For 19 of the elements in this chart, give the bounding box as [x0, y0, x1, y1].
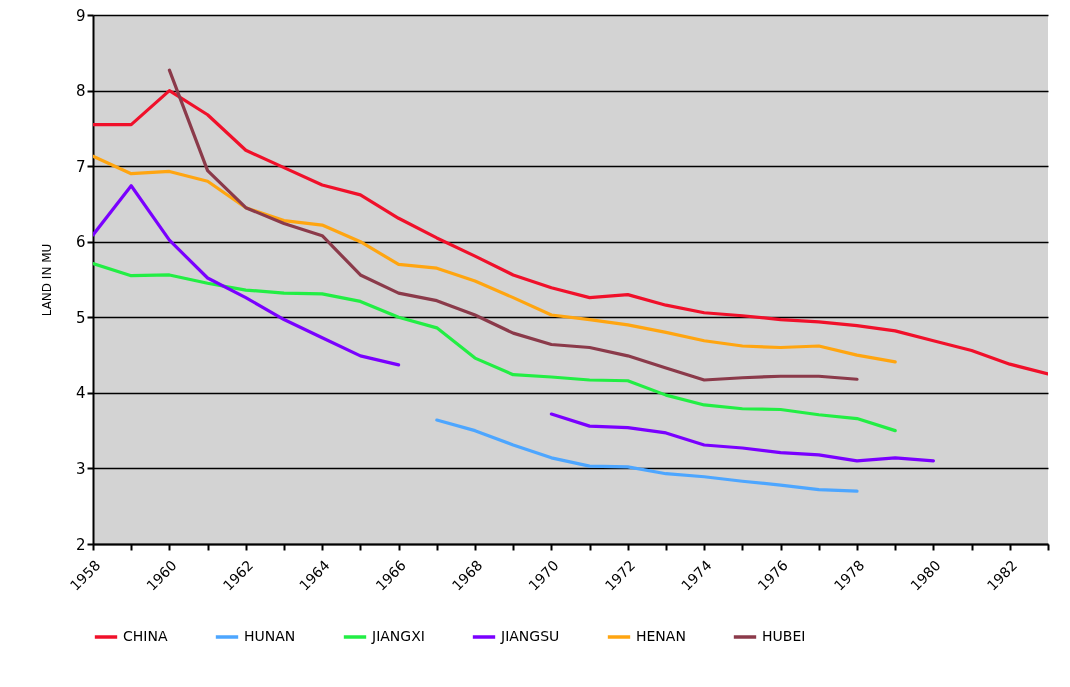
- legend-label: JIANGSU: [500, 628, 560, 644]
- legend-label: HUNAN: [244, 628, 296, 644]
- line-series: [435, 418, 859, 493]
- line-series: [93, 262, 897, 433]
- y-tick-label: 4: [75, 384, 86, 403]
- line-series: [93, 154, 897, 364]
- legend-label: JIANGXI: [371, 628, 425, 644]
- line-series: [167, 68, 859, 382]
- y-tick-label: 7: [75, 157, 86, 176]
- y-tick-label: 8: [75, 82, 86, 101]
- legend-label: CHINA: [123, 628, 168, 644]
- legend-label: HENAN: [636, 628, 686, 644]
- y-axis-title: LAND IN MU: [39, 243, 54, 317]
- y-tick-label: 2: [75, 535, 86, 554]
- y-tick-label: 5: [75, 308, 86, 327]
- y-tick-label: 3: [75, 459, 86, 478]
- y-tick-label: 9: [75, 6, 86, 25]
- legend-label: HUBEI: [762, 628, 806, 644]
- y-tick-label: 6: [75, 233, 86, 252]
